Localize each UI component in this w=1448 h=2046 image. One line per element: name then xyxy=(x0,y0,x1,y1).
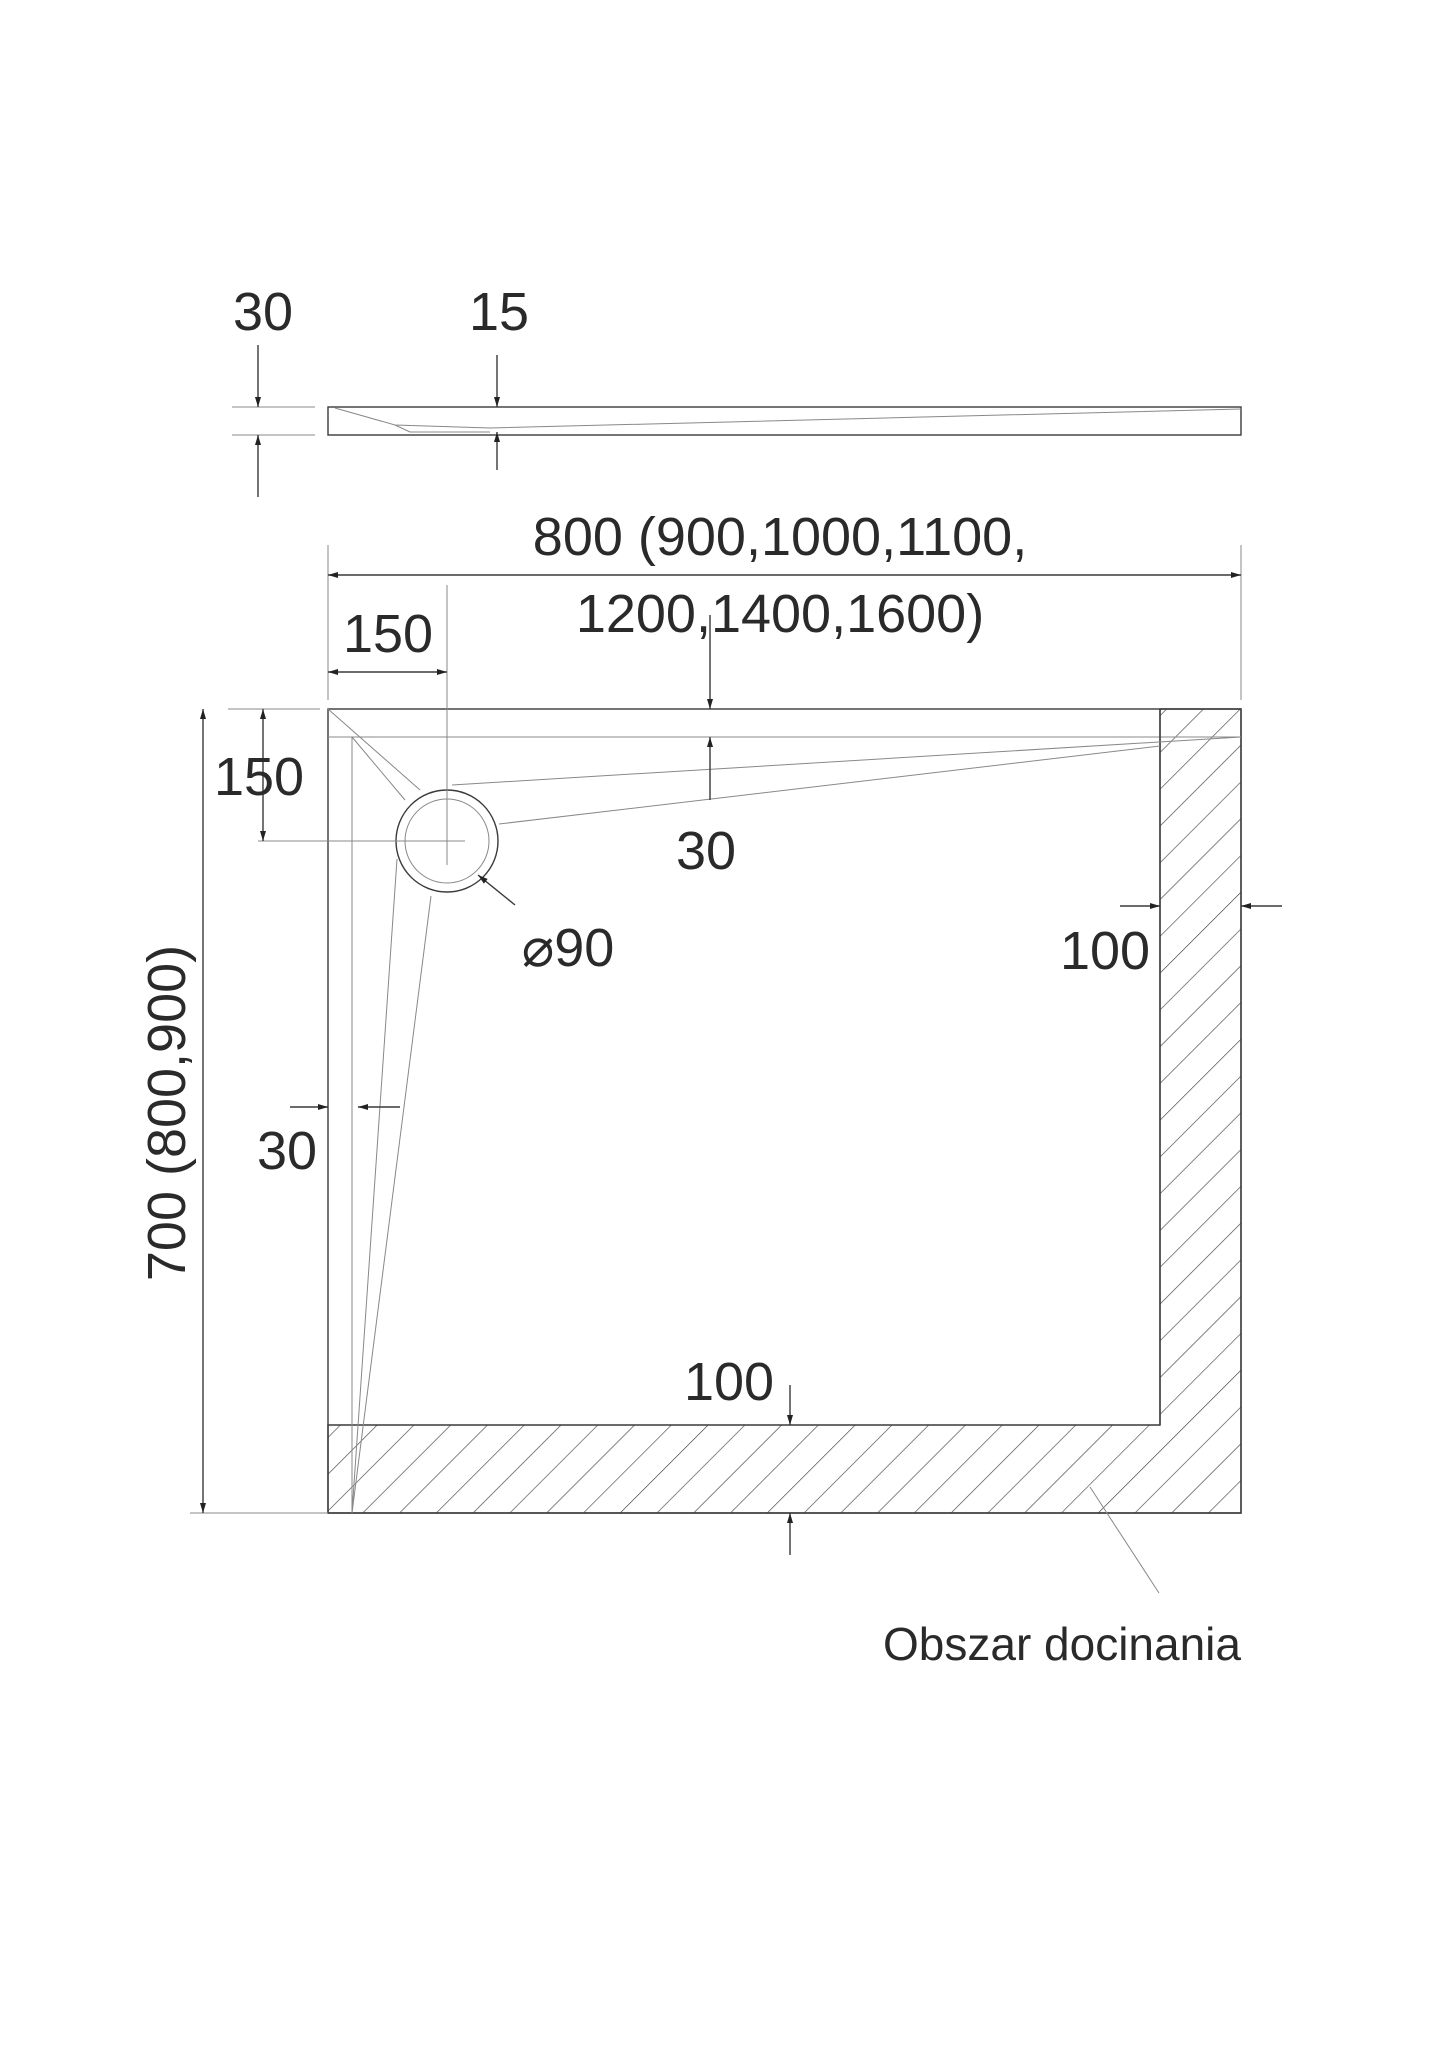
trim-area-hatch xyxy=(327,708,1242,1514)
width-dimension: 800 (900,1000,1100, 1200,1400,1600) xyxy=(327,507,1242,700)
side-profile: 30 15 xyxy=(232,282,1242,497)
left-edge-label: 30 xyxy=(257,1121,317,1181)
drain-diameter-label: ⌀90 xyxy=(522,918,615,978)
right-trim-label: 100 xyxy=(1060,921,1150,981)
trim-area-label: Obszar docinania xyxy=(883,1618,1241,1670)
bottom-trim-label: 100 xyxy=(684,1352,774,1412)
width-label-line2: 1200,1400,1600) xyxy=(576,584,984,644)
width-label-line1: 800 (900,1000,1100, xyxy=(533,507,1027,567)
drain-offset-y-label: 150 xyxy=(214,747,304,807)
profile-depth-label: 15 xyxy=(469,282,529,342)
height-label: 700 (800,900) xyxy=(137,945,197,1281)
tray-top-view xyxy=(258,585,1242,1514)
drain-offset-x-label: 150 xyxy=(343,604,433,664)
top-slope-label: 30 xyxy=(676,821,736,881)
profile-height-label: 30 xyxy=(233,282,293,342)
